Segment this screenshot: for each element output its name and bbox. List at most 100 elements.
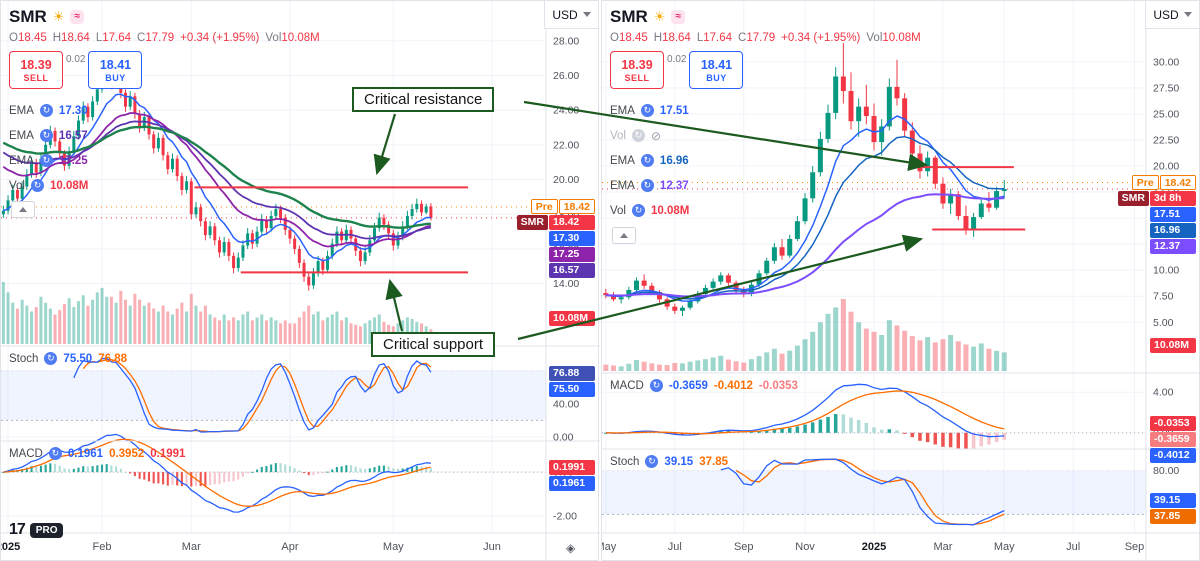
macd-legend[interactable]: MACD ↻ -0.3659 -0.4012 -0.0353 (610, 379, 798, 392)
sync-icon: ↻ (31, 179, 44, 192)
sell-button[interactable]: 18.39 SELL (610, 51, 664, 89)
currency-dropdown[interactable]: USD (544, 1, 598, 29)
sun-icon: ☀ (52, 9, 65, 24)
price-axis-label: 27.50 (1153, 82, 1179, 94)
currency-dropdown[interactable]: USD (1145, 1, 1199, 29)
tradingview-logo[interactable]: 17 PRO (9, 521, 64, 539)
indicator-axis-label: 40.00 (1153, 494, 1179, 506)
sync-icon: ↻ (39, 129, 53, 142)
chevron-up-icon (19, 207, 27, 212)
indicator-legend-row[interactable]: EMA ↻ 17.51 (610, 104, 689, 117)
time-axis-label: 2025 (862, 541, 886, 553)
buy-button[interactable]: 18.41 BUY (689, 51, 744, 89)
time-axis-label: Mar (182, 541, 201, 553)
pro-badge[interactable]: PRO (29, 522, 64, 538)
ohlc-row: O18.45 H18.64 L17.64 C17.79 +0.34 (+1.95… (9, 32, 320, 44)
price-axis-label: 20.00 (553, 174, 579, 186)
time-axis-label: Feb (93, 541, 112, 553)
time-axis[interactable]: May Jul Sep Nov 2025 Mar May Jul Sep (602, 541, 1144, 553)
stoch-legend[interactable]: Stoch ↻ 75.50 76.88 (9, 352, 127, 365)
sync-icon: ↻ (640, 179, 654, 192)
indicator-legend: EMA ↻ 17.51 Vol ↻ ⊘ EMA ↻ 16.96 EMA ↻ 12.37 Vol ↻ 10.0… (610, 98, 921, 223)
macd-signal-line (605, 390, 1005, 435)
ema-line (2, 120, 432, 240)
stoch-d-line (82, 358, 432, 433)
indicator-axis-label: 40.00 (553, 398, 579, 410)
ohlc-row: O18.45 H18.64 L17.64 C17.79 +0.34 (+1.95… (610, 32, 921, 44)
stoch-k-line (720, 458, 1005, 526)
indicator-axis-label: 0.00 (553, 467, 574, 479)
indicator-legend-row[interactable]: Vol ↻ 10.08M (9, 179, 89, 192)
gridlines (602, 1, 1146, 533)
sync-icon: ↻ (48, 447, 62, 460)
legend-weekly: SMR ☀ ≈ O18.45 H18.64 L17.64 C17.79 +0.3… (610, 7, 921, 223)
price-axis-label: 18.00 (553, 209, 579, 221)
legend-daily: SMR ☀ ≈ O18.45 H18.64 L17.64 C17.79 +0.3… (9, 7, 320, 198)
price-axis-label: 28.00 (553, 35, 579, 47)
collapse-legend-button[interactable] (11, 201, 35, 218)
stoch-k-line (73, 357, 432, 433)
indicator-legend-row[interactable]: EMA ↻ 17.30 (9, 104, 88, 117)
change-value: +0.34 (+1.95%) (180, 32, 260, 44)
time-axis-label: Jun (483, 541, 501, 553)
time-axis-label: May (602, 541, 617, 553)
volume-series (1, 282, 433, 344)
time-axis-label: May (994, 541, 1015, 553)
sync-icon: ↻ (640, 154, 654, 167)
macd-line (3, 433, 431, 513)
scales-settings-icon[interactable]: ◈ (566, 541, 576, 555)
indicator-legend-row[interactable]: EMA ↻ 17.25 (9, 154, 88, 167)
indicator-axis-label: 80.00 (553, 365, 579, 377)
quote-widget: 18.39 SELL 0.02 18.41 BUY (9, 51, 320, 89)
indicator-legend-row[interactable]: EMA ↻ 16.57 (9, 129, 88, 142)
macd-signal-line (3, 438, 432, 507)
indicator-legend-row[interactable]: EMA ↻ 12.37 (610, 179, 689, 192)
symbol-title[interactable]: SMR (9, 7, 47, 26)
buy-button[interactable]: 18.41 BUY (88, 51, 143, 89)
symbol-title[interactable]: SMR (610, 7, 648, 26)
stoch-legend[interactable]: Stoch ↻ 39.15 37.85 (610, 455, 728, 468)
time-axis-label: Sep (1125, 541, 1145, 553)
price-axis-label: 15.00 (1153, 213, 1179, 225)
indicator-legend-row[interactable]: EMA ↻ 16.96 (610, 154, 689, 167)
time-axis[interactable]: 2025 Feb Mar Apr May Jun (1, 541, 501, 553)
sync-icon: ↻ (645, 455, 659, 468)
indicator-legend-row[interactable]: Vol ↻ ⊘ (610, 128, 662, 143)
indicator-legend: EMA ↻ 17.30 EMA ↻ 16.57 EMA ↻ 17.25 Vol ↻ 10.08M (9, 98, 320, 198)
sync-icon: ↻ (39, 104, 53, 117)
ema-line (2, 93, 431, 262)
ema-line (2, 125, 431, 229)
ema-line (2, 112, 432, 248)
price-axis-label: 20.00 (1153, 161, 1179, 173)
time-axis-label: May (383, 541, 404, 553)
annotation-critical-resistance[interactable]: Critical resistance (352, 87, 495, 112)
daily-candlestick-chart[interactable]: 28.00 26.00 24.00 22.00 20.00 18.00 16.00 14.00… (1, 1, 600, 561)
time-axis-label: Apr (281, 541, 298, 553)
hidden-eye-icon: ⊘ (651, 128, 662, 143)
sync-icon: ↻ (632, 129, 645, 142)
time-axis-label: Jul (1066, 541, 1080, 553)
chevron-down-icon (1183, 12, 1192, 17)
spread-value: 0.02 (667, 54, 687, 65)
sell-button[interactable]: 18.39 SELL (9, 51, 63, 89)
spread-value: 0.02 (66, 54, 86, 65)
indicator-axis-label: 0.00 (1153, 427, 1174, 439)
indicator-legend-row[interactable]: Vol ↻ 10.08M (610, 204, 690, 217)
annotation-critical-support[interactable]: Critical support (371, 332, 496, 357)
sync-icon: ↻ (44, 352, 58, 365)
time-axis-label: Sep (734, 541, 754, 553)
price-axis-label: 26.00 (553, 70, 579, 82)
sync-icon: ↻ (39, 154, 53, 167)
price-axis-label: 24.00 (553, 105, 579, 117)
price-axis-label: 16.00 (553, 243, 579, 255)
macd-histogram (604, 414, 1007, 450)
chevron-down-icon (582, 12, 591, 17)
macd-legend[interactable]: MACD ↻ 0.1961 0.3952 0.1991 (9, 447, 186, 460)
collapse-legend-button[interactable] (612, 227, 636, 244)
macd-line (605, 383, 1005, 438)
chart-panel-daily: 28.00 26.00 24.00 22.00 20.00 18.00 16.00 14.00… (0, 0, 600, 561)
price-axis-label: 12.50 (1153, 239, 1179, 251)
candlestick-series (1, 65, 433, 291)
chart-panel-weekly: 30.00 27.50 25.00 22.50 20.00 17.50 15.00 12.50… (601, 0, 1200, 561)
